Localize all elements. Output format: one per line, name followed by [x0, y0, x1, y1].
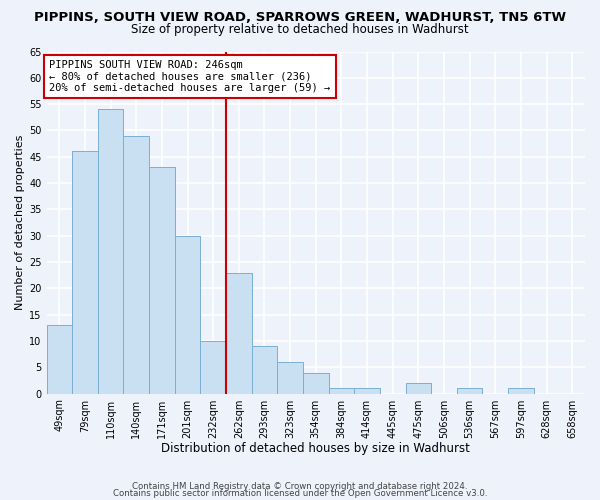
Bar: [277, 362, 303, 394]
Bar: [457, 388, 482, 394]
Bar: [226, 272, 251, 394]
Text: PIPPINS SOUTH VIEW ROAD: 246sqm
← 80% of detached houses are smaller (236)
20% o: PIPPINS SOUTH VIEW ROAD: 246sqm ← 80% of…: [49, 60, 331, 94]
Bar: [47, 325, 72, 394]
Text: Size of property relative to detached houses in Wadhurst: Size of property relative to detached ho…: [131, 22, 469, 36]
Bar: [98, 110, 124, 394]
Bar: [406, 383, 431, 394]
Bar: [200, 341, 226, 394]
Text: Contains HM Land Registry data © Crown copyright and database right 2024.: Contains HM Land Registry data © Crown c…: [132, 482, 468, 491]
Bar: [175, 236, 200, 394]
Bar: [354, 388, 380, 394]
Bar: [251, 346, 277, 394]
Bar: [124, 136, 149, 394]
Bar: [508, 388, 534, 394]
Text: Contains public sector information licensed under the Open Government Licence v3: Contains public sector information licen…: [113, 489, 487, 498]
Text: PIPPINS, SOUTH VIEW ROAD, SPARROWS GREEN, WADHURST, TN5 6TW: PIPPINS, SOUTH VIEW ROAD, SPARROWS GREEN…: [34, 11, 566, 24]
Bar: [72, 152, 98, 394]
Bar: [303, 372, 329, 394]
Bar: [149, 168, 175, 394]
Y-axis label: Number of detached properties: Number of detached properties: [15, 135, 25, 310]
Bar: [329, 388, 354, 394]
X-axis label: Distribution of detached houses by size in Wadhurst: Distribution of detached houses by size …: [161, 442, 470, 455]
